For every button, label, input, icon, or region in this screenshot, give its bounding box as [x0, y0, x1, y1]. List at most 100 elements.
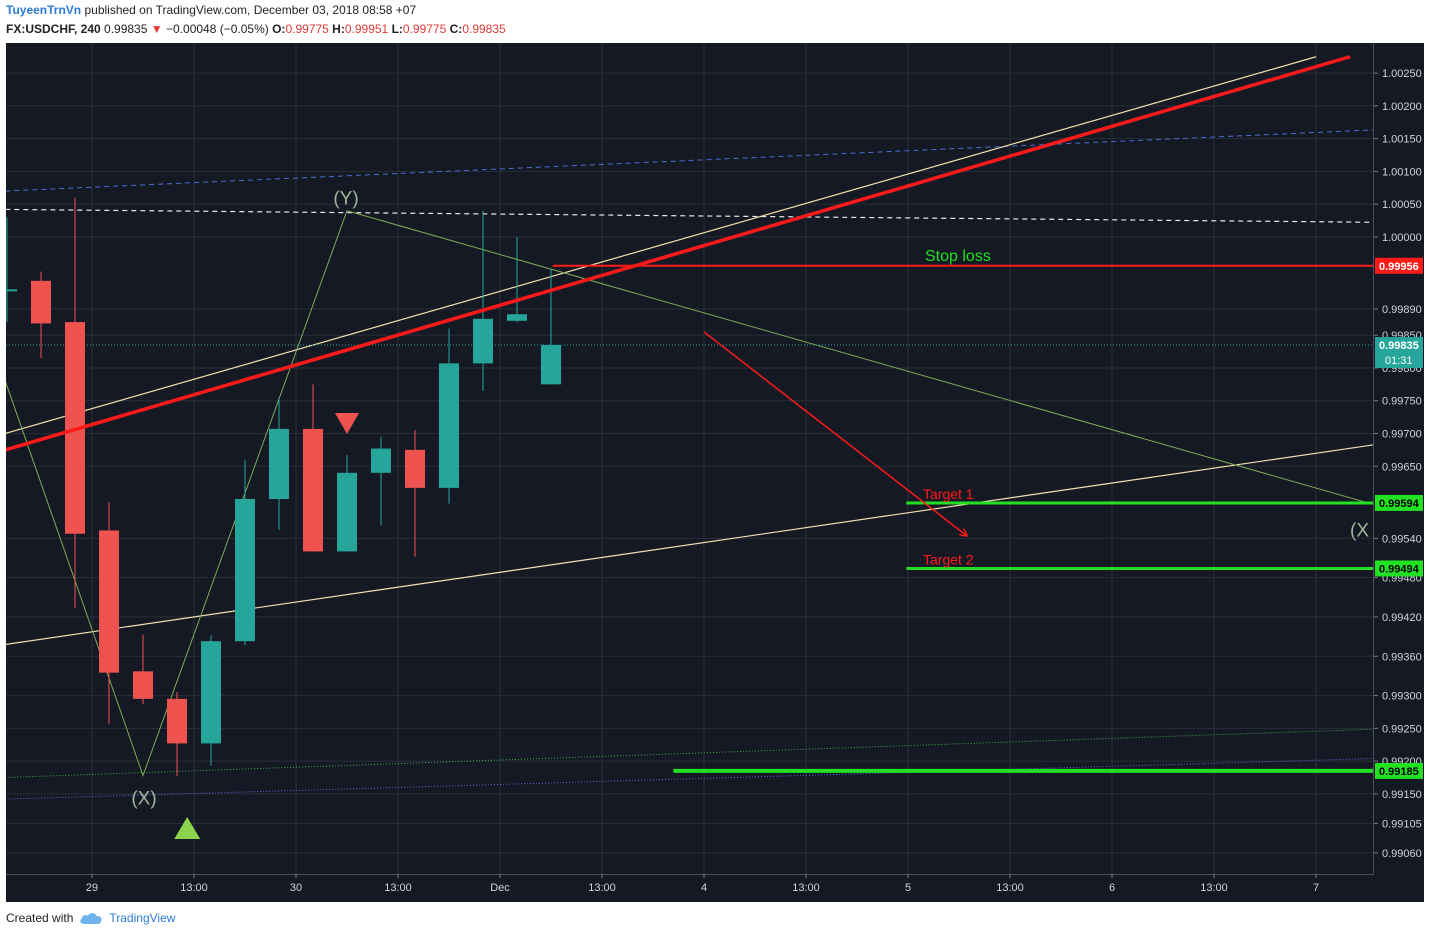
price-tick-label: 1.00150	[1382, 134, 1422, 146]
time-tick-label: 13:00	[384, 882, 412, 894]
price-tick-label: 0.99540	[1382, 533, 1422, 545]
candlestick-chart[interactable]: (Y) (X) (X Stop loss Target 1 Target 2 1.00250…	[0, 43, 1424, 902]
time-axis: 9:002913:003013:00Dec13:00413:00513:0061…	[0, 874, 1319, 894]
wave-path-line	[6, 210, 1373, 777]
candle-body	[507, 314, 527, 321]
target1-label: Target 1	[923, 486, 974, 502]
price-tick-label: 1.00000	[1382, 232, 1422, 244]
candle-body	[133, 671, 153, 699]
high-label: H:	[332, 22, 345, 36]
last-price: 0.99835	[104, 22, 148, 36]
open-value: 0.99775	[285, 22, 329, 36]
price-tick-label: 1.00200	[1382, 101, 1422, 113]
close-value: 0.99835	[462, 22, 506, 36]
candle-body	[303, 428, 323, 552]
candles	[6, 197, 561, 777]
candle-body	[371, 448, 391, 473]
white-dashed-trendline	[6, 208, 1373, 223]
target1-price-tag-bg	[1375, 494, 1423, 511]
time-tick-label: 5	[905, 882, 911, 894]
price-tick-label: 0.99750	[1382, 396, 1422, 408]
buy-signal-triangle-icon	[174, 817, 201, 839]
tradingview-cloud-icon[interactable]	[79, 911, 103, 925]
price-tick-label: 0.99650	[1382, 461, 1422, 473]
price-change: −0.00048 (−0.05%)	[166, 22, 269, 36]
candle-body	[337, 472, 357, 552]
time-tick-label: 13:00	[588, 882, 616, 894]
price-tick-label: 0.99150	[1382, 789, 1422, 801]
current-price-tag-bg	[1375, 337, 1423, 369]
candle-body	[167, 698, 187, 744]
support-price-tag-bg	[1375, 762, 1423, 779]
price-tick-label: 0.99105	[1382, 818, 1422, 830]
blue-dashed-trendline	[6, 129, 1373, 192]
low-value: 0.99775	[402, 22, 447, 36]
target2-price-tag-bg	[1375, 560, 1423, 577]
price-tick-label: 0.99300	[1382, 691, 1422, 703]
wave-label-y: (Y)	[333, 189, 358, 210]
grid	[6, 43, 1373, 874]
low-label: L:	[391, 22, 403, 36]
wave-label-x-right: (X	[1350, 521, 1369, 542]
price-tick-label: 1.00100	[1382, 166, 1422, 178]
time-tick-label: 13:00	[996, 882, 1024, 894]
author-name[interactable]: TuyeenTrnVn	[6, 3, 82, 17]
time-tick-label: 13:00	[1200, 882, 1228, 894]
time-tick-label: 13:00	[792, 882, 820, 894]
symbol-label[interactable]: FX:USDCHF, 240	[6, 22, 101, 36]
high-value: 0.99951	[344, 22, 389, 36]
price-tick-label: 0.99700	[1382, 428, 1422, 440]
candle-body	[235, 499, 255, 642]
current-price-tag: 0.99835	[1379, 340, 1419, 352]
candle-body	[201, 641, 221, 744]
blue-dotted-trendline	[6, 758, 1373, 800]
price-tick-label: 0.99890	[1382, 304, 1422, 316]
tradingview-link[interactable]: TradingView	[109, 911, 176, 925]
candle-body	[541, 345, 561, 385]
chart-area[interactable]: (Y) (X) (X Stop loss Target 1 Target 2 1.00250…	[0, 43, 1424, 902]
candle-body	[405, 449, 425, 488]
red-channel-trendline	[6, 55, 1351, 452]
published-text: published on TradingView.com, December 0…	[84, 3, 417, 17]
candle-body	[269, 428, 289, 500]
cream-upper-trendline	[6, 56, 1317, 434]
price-tick-label: 0.99060	[1382, 848, 1422, 860]
sell-signal-triangle-icon	[335, 413, 359, 434]
time-tick-label: 4	[701, 882, 707, 894]
target2-price-tag: 0.99494	[1379, 563, 1420, 575]
stop-loss-price-tag: 0.99956	[1379, 261, 1419, 273]
candle-body	[99, 530, 119, 673]
publish-info: TuyeenTrnVn published on TradingView.com…	[6, 3, 416, 17]
candle-body	[6, 289, 17, 292]
projection-arrow	[703, 331, 966, 535]
time-tick-label: Dec	[490, 882, 510, 894]
footer: Created with TradingView	[6, 911, 175, 925]
candle-body	[31, 280, 51, 324]
price-tick-label: 0.99250	[1382, 723, 1422, 735]
close-label: C:	[449, 22, 463, 36]
target1-price-tag: 0.99594	[1379, 498, 1420, 510]
symbol-bar: FX:USDCHF, 240 0.99835 ▼ −0.00048 (−0.05…	[6, 22, 506, 36]
time-tick-label: 29	[86, 882, 98, 894]
created-with-text: Created with	[6, 911, 74, 925]
stop-loss-label: Stop loss	[925, 248, 991, 265]
price-tick-label: 1.00250	[1382, 68, 1422, 80]
time-tick-label: 13:00	[180, 882, 208, 894]
open-label: O:	[272, 22, 286, 36]
down-arrow-icon: ▼	[150, 22, 163, 36]
time-tick-label: 30	[290, 882, 302, 894]
candle-body	[473, 318, 493, 364]
support-price-tag: 0.99185	[1379, 766, 1419, 778]
stop-loss-price-tag-bg	[1375, 257, 1423, 274]
candle-body	[439, 363, 459, 488]
time-tick-label: 7	[1313, 882, 1319, 894]
price-tick-label: 0.99420	[1382, 612, 1422, 624]
plot-layer: (Y) (X) (X Stop loss Target 1 Target 2	[6, 55, 1373, 839]
price-tick-label: 1.00050	[1382, 199, 1422, 211]
target2-label: Target 2	[923, 551, 974, 567]
time-tick-label: 6	[1109, 882, 1115, 894]
price-axis: 1.00250 1.00200 1.00150 1.00100 1.00050 1.000…	[1374, 68, 1422, 860]
wave-label-x: (X)	[131, 789, 156, 810]
price-tick-label: 0.99360	[1382, 651, 1422, 663]
bar-countdown: 01:31	[1385, 355, 1413, 367]
